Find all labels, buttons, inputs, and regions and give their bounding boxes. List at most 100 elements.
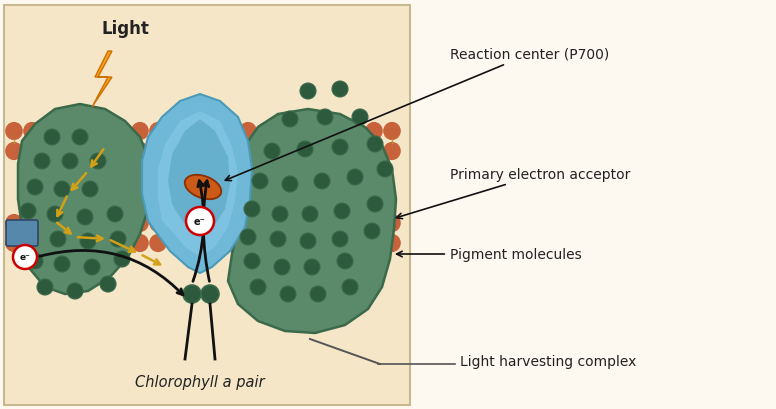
Ellipse shape xyxy=(204,123,220,140)
Ellipse shape xyxy=(240,235,256,252)
Ellipse shape xyxy=(150,143,166,160)
Circle shape xyxy=(47,207,63,222)
Ellipse shape xyxy=(186,123,202,140)
Text: Chlorophyll a pair: Chlorophyll a pair xyxy=(135,374,265,389)
Ellipse shape xyxy=(294,143,310,160)
Ellipse shape xyxy=(276,143,292,160)
Ellipse shape xyxy=(294,123,310,140)
Polygon shape xyxy=(228,110,396,333)
Text: Light harvesting complex: Light harvesting complex xyxy=(460,354,636,368)
Ellipse shape xyxy=(168,235,184,252)
Circle shape xyxy=(72,130,88,146)
Circle shape xyxy=(302,207,318,222)
Text: Pigment molecules: Pigment molecules xyxy=(397,247,582,261)
Ellipse shape xyxy=(348,123,364,140)
Ellipse shape xyxy=(366,235,382,252)
Circle shape xyxy=(337,254,353,270)
Circle shape xyxy=(317,110,333,126)
Ellipse shape xyxy=(330,143,346,160)
Circle shape xyxy=(22,229,38,245)
Polygon shape xyxy=(18,105,150,294)
Ellipse shape xyxy=(222,235,238,252)
Ellipse shape xyxy=(348,235,364,252)
Circle shape xyxy=(377,162,393,178)
Circle shape xyxy=(364,223,380,239)
Ellipse shape xyxy=(60,123,76,140)
Circle shape xyxy=(13,245,37,270)
Ellipse shape xyxy=(42,143,58,160)
Circle shape xyxy=(62,154,78,170)
Ellipse shape xyxy=(384,215,400,232)
Circle shape xyxy=(201,285,219,303)
Ellipse shape xyxy=(186,215,202,232)
Ellipse shape xyxy=(330,235,346,252)
Circle shape xyxy=(107,207,123,222)
Polygon shape xyxy=(168,120,230,237)
Ellipse shape xyxy=(276,123,292,140)
Circle shape xyxy=(304,259,320,275)
Circle shape xyxy=(300,234,316,249)
Ellipse shape xyxy=(24,235,40,252)
Ellipse shape xyxy=(384,143,400,160)
Circle shape xyxy=(82,182,98,198)
Circle shape xyxy=(54,256,70,272)
Circle shape xyxy=(244,254,260,270)
Circle shape xyxy=(280,286,296,302)
Polygon shape xyxy=(92,52,112,108)
Ellipse shape xyxy=(222,215,238,232)
Circle shape xyxy=(110,231,126,247)
Circle shape xyxy=(282,112,298,128)
Text: Primary electron acceptor: Primary electron acceptor xyxy=(397,168,630,219)
Ellipse shape xyxy=(24,123,40,140)
Ellipse shape xyxy=(366,143,382,160)
Ellipse shape xyxy=(114,235,130,252)
Ellipse shape xyxy=(258,123,274,140)
Ellipse shape xyxy=(60,143,76,160)
Ellipse shape xyxy=(312,215,328,232)
Ellipse shape xyxy=(60,215,76,232)
Ellipse shape xyxy=(150,215,166,232)
Ellipse shape xyxy=(222,143,238,160)
Ellipse shape xyxy=(330,123,346,140)
Ellipse shape xyxy=(114,215,130,232)
Ellipse shape xyxy=(366,123,382,140)
Circle shape xyxy=(264,144,280,160)
Ellipse shape xyxy=(312,123,328,140)
Ellipse shape xyxy=(312,235,328,252)
Circle shape xyxy=(114,252,130,267)
Ellipse shape xyxy=(384,123,400,140)
Circle shape xyxy=(20,204,36,220)
Circle shape xyxy=(244,202,260,218)
Ellipse shape xyxy=(42,215,58,232)
Circle shape xyxy=(27,180,43,196)
Ellipse shape xyxy=(96,215,112,232)
Ellipse shape xyxy=(168,123,184,140)
Circle shape xyxy=(252,173,268,189)
Circle shape xyxy=(50,231,66,247)
Ellipse shape xyxy=(276,215,292,232)
Ellipse shape xyxy=(132,215,148,232)
Ellipse shape xyxy=(78,235,94,252)
Circle shape xyxy=(367,137,383,153)
Ellipse shape xyxy=(42,123,58,140)
Ellipse shape xyxy=(185,175,221,200)
Ellipse shape xyxy=(258,143,274,160)
Ellipse shape xyxy=(186,143,202,160)
Ellipse shape xyxy=(186,235,202,252)
Circle shape xyxy=(274,259,290,275)
Ellipse shape xyxy=(132,235,148,252)
Ellipse shape xyxy=(348,215,364,232)
Text: e⁻: e⁻ xyxy=(194,216,206,227)
Ellipse shape xyxy=(384,235,400,252)
Circle shape xyxy=(100,276,116,292)
Circle shape xyxy=(367,196,383,213)
Circle shape xyxy=(27,254,43,270)
Circle shape xyxy=(90,154,106,170)
Circle shape xyxy=(332,139,348,155)
Circle shape xyxy=(282,177,298,193)
Circle shape xyxy=(80,234,96,249)
Ellipse shape xyxy=(60,235,76,252)
Ellipse shape xyxy=(96,235,112,252)
Ellipse shape xyxy=(6,143,22,160)
Ellipse shape xyxy=(204,235,220,252)
